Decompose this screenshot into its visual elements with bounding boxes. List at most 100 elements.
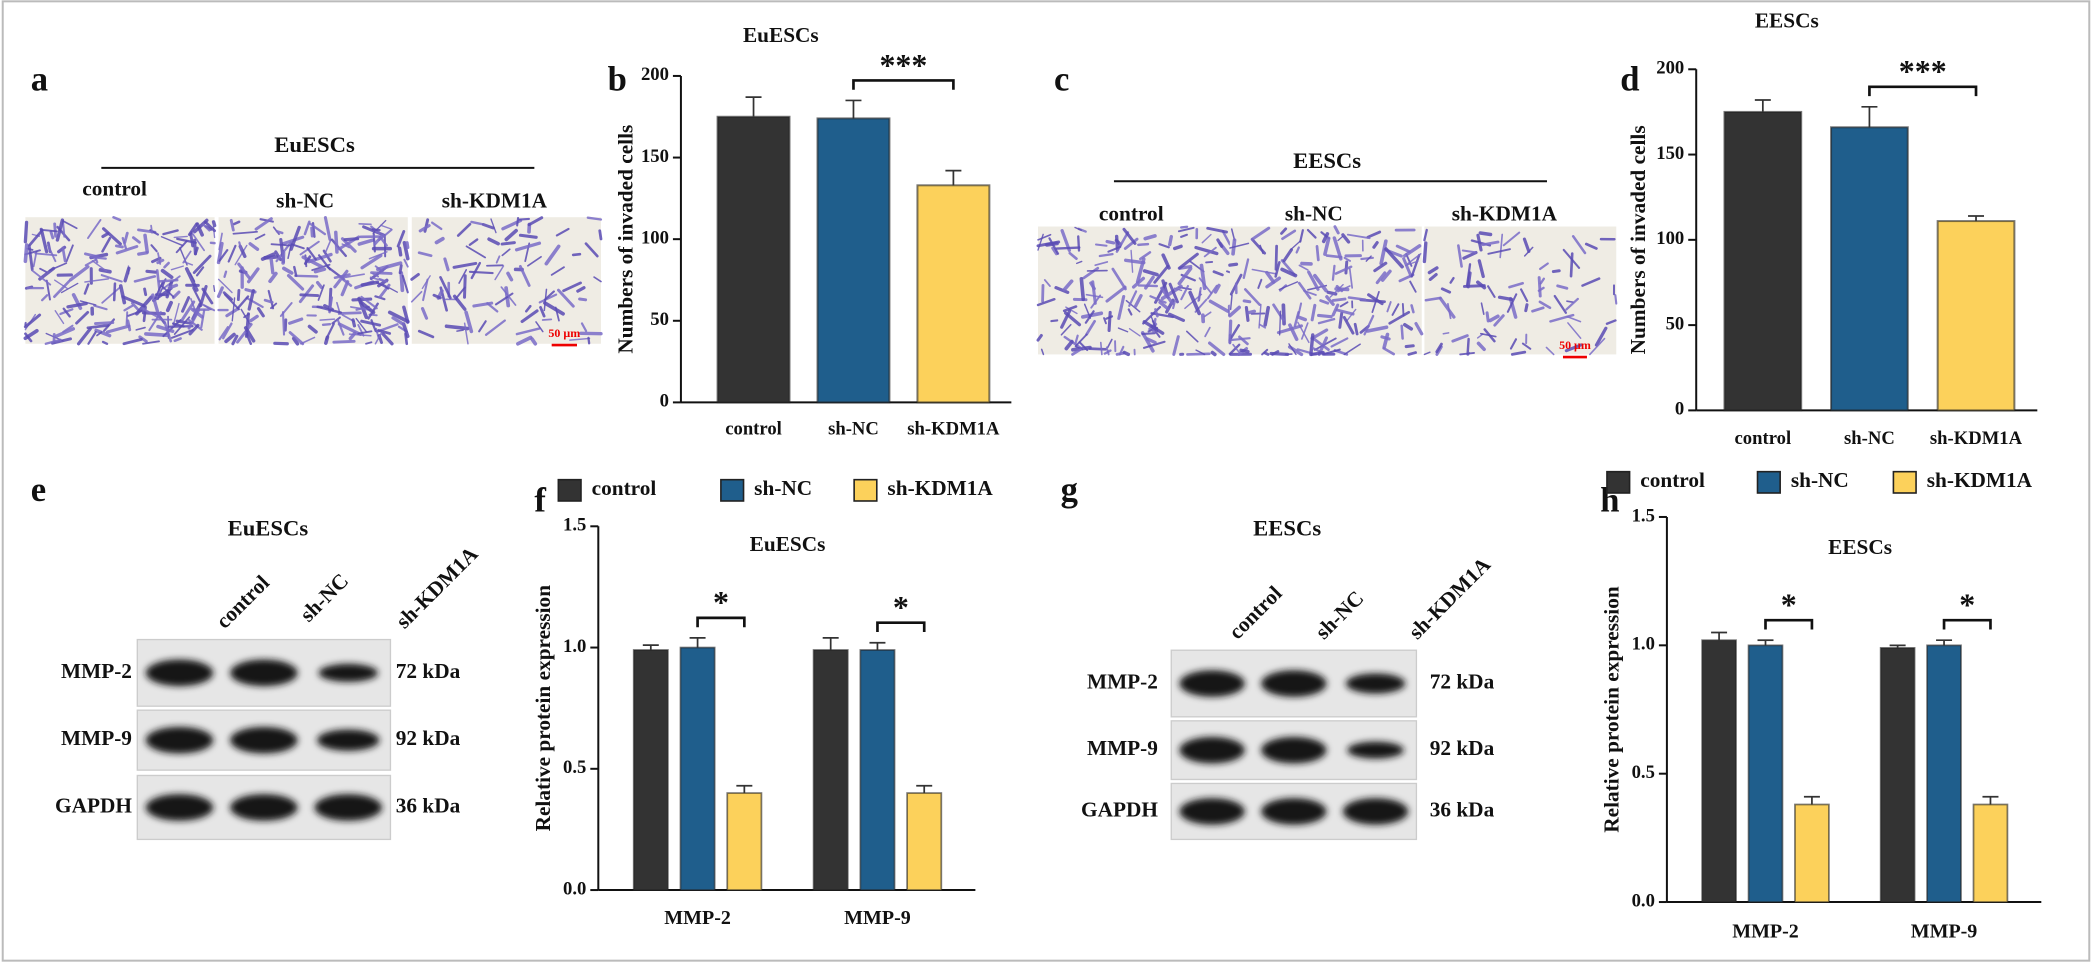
cell: [1075, 333, 1088, 347]
significance-bracket: [1868, 85, 1978, 97]
cell: [1242, 258, 1250, 279]
cell: [1122, 227, 1137, 245]
cell: [1265, 270, 1276, 284]
y-tick-label: 1.5: [563, 515, 586, 536]
cell: [1310, 303, 1317, 322]
cell: [1040, 348, 1045, 356]
cell: [1407, 351, 1417, 356]
cell: [525, 304, 532, 313]
cell: [578, 297, 588, 302]
legend-label: sh-KDM1A: [1927, 468, 2033, 492]
cell: [170, 328, 194, 339]
cell: [49, 230, 55, 240]
y-tick-label: 0: [1675, 399, 1684, 420]
cell: [343, 273, 365, 279]
cell: [458, 269, 468, 284]
cell: [1128, 328, 1141, 337]
legend-label: sh-NC: [1791, 468, 1849, 492]
cell: [1228, 305, 1241, 318]
band: [1342, 798, 1409, 825]
cell: [94, 328, 112, 338]
y-tick-label: 0.5: [1632, 762, 1655, 783]
legend-label: sh-NC: [754, 476, 812, 500]
cell: [420, 307, 429, 320]
cell: [1228, 324, 1241, 342]
cell: [514, 241, 542, 252]
cell: [1422, 241, 1428, 264]
cell: [1476, 233, 1483, 252]
cell: [1105, 285, 1127, 303]
cell: [307, 324, 318, 334]
cell: [28, 229, 44, 246]
cell: [421, 275, 431, 290]
cell: [1545, 346, 1555, 356]
cell: [539, 305, 546, 318]
cell: [151, 293, 161, 318]
cell: [1323, 236, 1331, 256]
cell: [360, 254, 383, 270]
cell: [538, 293, 558, 304]
band: [314, 794, 383, 821]
cell: [202, 223, 211, 232]
significance-label: *: [893, 590, 909, 625]
cell: [137, 251, 149, 256]
cell: [300, 336, 316, 345]
cell: [1079, 277, 1086, 302]
cell: [1085, 319, 1096, 336]
cell: [1346, 308, 1357, 322]
cell: [299, 240, 320, 256]
cell: [1051, 246, 1058, 256]
cell: [500, 241, 516, 246]
cell: [586, 216, 603, 221]
cell: [463, 274, 467, 299]
cell: [227, 244, 237, 263]
cell: [1141, 332, 1156, 336]
protein-label: GAPDH: [55, 793, 132, 817]
cell: [1228, 262, 1239, 267]
cell: [211, 220, 217, 228]
x-tick-label: MMP-9: [844, 907, 911, 929]
cell: [190, 231, 205, 252]
cell: [1293, 310, 1300, 327]
cell: [495, 255, 501, 264]
cell: [1127, 308, 1133, 316]
cell: [267, 289, 275, 310]
bar: [632, 649, 669, 891]
cell: [1330, 337, 1349, 348]
cell: [1142, 340, 1166, 349]
cell: [1213, 283, 1221, 294]
cell: [331, 316, 341, 325]
cell: [163, 261, 170, 269]
cell: [1142, 269, 1159, 277]
cell: [1105, 239, 1116, 245]
cell: [160, 236, 184, 247]
cell: [1216, 238, 1224, 248]
cell: [121, 295, 146, 308]
cell: [377, 329, 392, 335]
cell: [1366, 230, 1382, 239]
cell: [431, 221, 443, 231]
cell: [1103, 317, 1107, 325]
blot-title: EuESCs: [228, 516, 309, 541]
cell: [323, 216, 332, 241]
cell: [359, 300, 376, 315]
band: [1261, 670, 1327, 697]
band: [230, 659, 298, 687]
cell: [404, 332, 409, 346]
cell: [439, 276, 452, 300]
cell: [1230, 228, 1236, 241]
y-tick-label: 100: [641, 227, 669, 248]
cell: [456, 329, 464, 332]
cell: [133, 275, 157, 283]
cell: [1380, 269, 1392, 282]
protein-label: MMP-9: [1087, 736, 1158, 760]
cell: [1299, 229, 1304, 243]
cell: [96, 331, 103, 337]
cell: [171, 322, 185, 328]
cell: [1306, 228, 1317, 239]
cell: [1564, 343, 1583, 353]
bar: [1972, 803, 2009, 903]
x-tick-label: MMP-9: [1911, 920, 1978, 942]
cell: [1449, 276, 1455, 284]
cell: [554, 306, 560, 322]
